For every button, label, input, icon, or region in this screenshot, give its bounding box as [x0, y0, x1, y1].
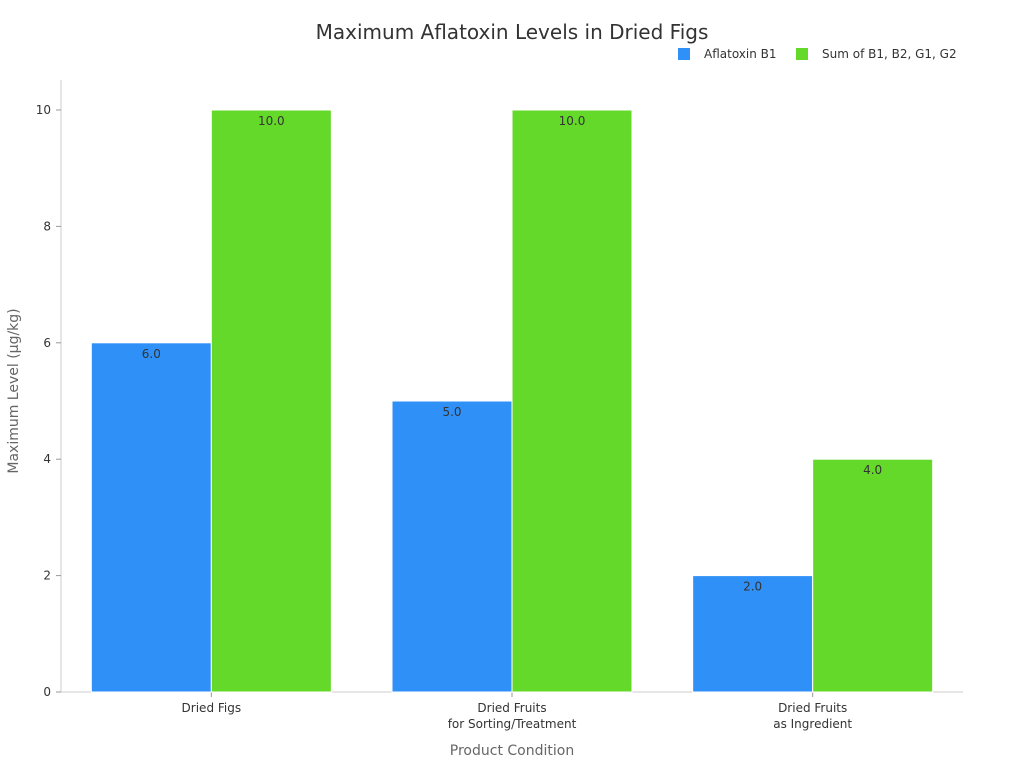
legend-swatch — [678, 48, 690, 60]
bar-value-label: 4.0 — [863, 463, 882, 477]
bar-aflatoxin-b1 — [391, 400, 513, 693]
legend-label: Sum of B1, B2, G1, G2 — [822, 47, 957, 61]
bars: 6.0 10.0 5.0 10.0 2.0 4.0 — [90, 109, 934, 693]
x-tick-label-line: Dried Fruits — [477, 701, 546, 715]
x-tick-label: Dried Figs — [182, 701, 242, 715]
bar-sum-b1-b2-g1-g2 — [511, 109, 633, 693]
legend-label: Aflatoxin B1 — [704, 47, 777, 61]
bar-aflatoxin-b1 — [90, 342, 212, 693]
x-tick-label-line: for Sorting/Treatment — [448, 717, 577, 731]
bar-sum-b1-b2-g1-g2 — [812, 458, 934, 693]
chart-title: Maximum Aflatoxin Levels in Dried Figs — [315, 20, 709, 44]
y-axis-title: Maximum Level (µg/kg) — [6, 308, 22, 473]
y-tick-label: 6 — [43, 336, 51, 350]
x-tick-label: Dried Fruits as Ingredient — [773, 701, 852, 731]
y-tick-label: 8 — [43, 219, 51, 233]
y-tick-label: 10 — [36, 103, 51, 117]
x-tick-label-line: as Ingredient — [773, 717, 852, 731]
legend: Aflatoxin B1 Sum of B1, B2, G1, G2 — [678, 47, 957, 61]
x-axis-title: Product Condition — [450, 743, 574, 759]
y-tick-label: 4 — [43, 452, 51, 466]
x-tick-label-line: Dried Figs — [182, 701, 242, 715]
bar-value-label: 2.0 — [743, 580, 762, 594]
y-tick-label: 2 — [43, 569, 51, 583]
bar-aflatoxin-b1 — [692, 575, 814, 693]
y-tick-label: 0 — [43, 685, 51, 699]
bar-value-label: 10.0 — [258, 114, 285, 128]
x-tick-label: Dried Fruits for Sorting/Treatment — [448, 701, 577, 731]
bar-value-label: 5.0 — [442, 405, 461, 419]
bar-value-label: 6.0 — [142, 347, 161, 361]
bar-sum-b1-b2-g1-g2 — [210, 109, 332, 693]
legend-swatch — [796, 48, 808, 60]
bar-value-label: 10.0 — [559, 114, 586, 128]
x-tick-label-line: Dried Fruits — [778, 701, 847, 715]
